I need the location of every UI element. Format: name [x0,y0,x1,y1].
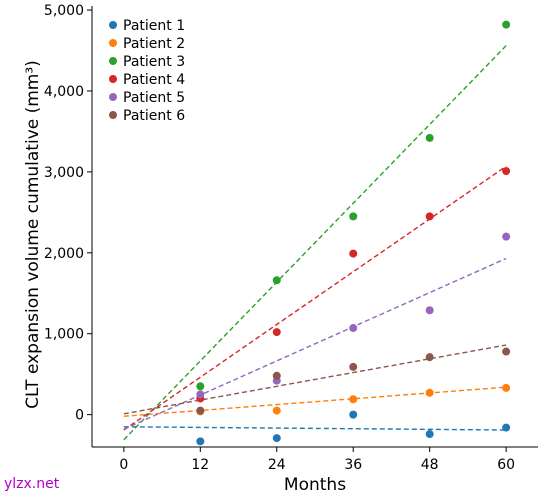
data-point-series-6 [349,362,358,371]
data-point-series-4 [502,167,511,176]
trendline-series-3 [123,45,507,441]
legend-marker [109,21,117,29]
data-points [196,20,511,446]
data-point-series-2 [502,383,511,392]
data-point-series-5 [425,306,434,315]
data-point-series-1 [502,423,511,432]
data-point-series-6 [196,406,205,415]
y-tick-label: 1,000 [44,327,84,343]
data-point-series-1 [272,434,281,443]
x-tick-label: 24 [268,457,286,473]
data-point-series-3 [349,212,358,221]
legend: Patient 1 Patient 2 Patient 3 Patient 4 Pati… [109,18,185,124]
trendline-series-1 [123,426,507,431]
y-tick-label: 2,000 [44,246,84,262]
data-point-series-3 [502,20,511,29]
data-point-series-6 [425,353,434,362]
legend-marker [109,57,117,65]
legend-label: Patient 1 [123,18,185,34]
data-point-series-2 [272,406,281,415]
axes: 0 1,000 2,000 3,000 4,000 5,000 0 12 24 36 48 60 [44,3,538,473]
data-point-series-6 [502,347,511,356]
y-tick-label: 4,000 [44,84,84,100]
data-point-series-2 [349,395,358,404]
trendline-series-5 [123,257,507,430]
legend-marker [109,39,117,47]
data-point-series-1 [425,430,434,439]
data-point-series-3 [272,276,281,285]
data-point-series-6 [272,371,281,380]
legend-marker [109,93,117,101]
data-point-series-3 [425,133,434,142]
data-point-series-5 [349,324,358,333]
data-point-series-4 [349,249,358,258]
y-tick-label: 0 [75,408,84,424]
x-tick-label: 12 [191,457,209,473]
legend-label: Patient 6 [123,108,185,124]
data-point-series-1 [349,410,358,419]
legend-label: Patient 2 [123,36,185,52]
x-tick-label: 0 [119,457,128,473]
y-tick-label: 5,000 [44,3,84,19]
data-point-series-5 [502,232,511,241]
data-point-series-1 [196,437,205,446]
legend-label: Patient 3 [123,54,185,70]
y-axis-title: CLT expansion volume cumulative (mm³) [23,60,43,409]
trendline-series-2 [123,386,507,417]
data-point-series-2 [425,388,434,397]
data-point-series-3 [196,382,205,391]
trendlines [123,45,507,441]
x-tick-label: 60 [497,457,515,473]
trendline-series-6 [123,344,507,415]
legend-marker [109,111,117,119]
data-point-series-4 [425,212,434,221]
watermark: ylzx.net [4,476,60,492]
x-axis-title: Months [284,475,346,495]
legend-marker [109,75,117,83]
x-tick-label: 36 [344,457,362,473]
data-point-series-4 [272,328,281,337]
y-tick-label: 3,000 [44,165,84,181]
x-tick-label: 48 [421,457,439,473]
legend-label: Patient 4 [123,72,185,88]
legend-label: Patient 5 [123,90,185,106]
data-point-series-5 [196,390,205,399]
trendline-series-4 [123,165,507,431]
